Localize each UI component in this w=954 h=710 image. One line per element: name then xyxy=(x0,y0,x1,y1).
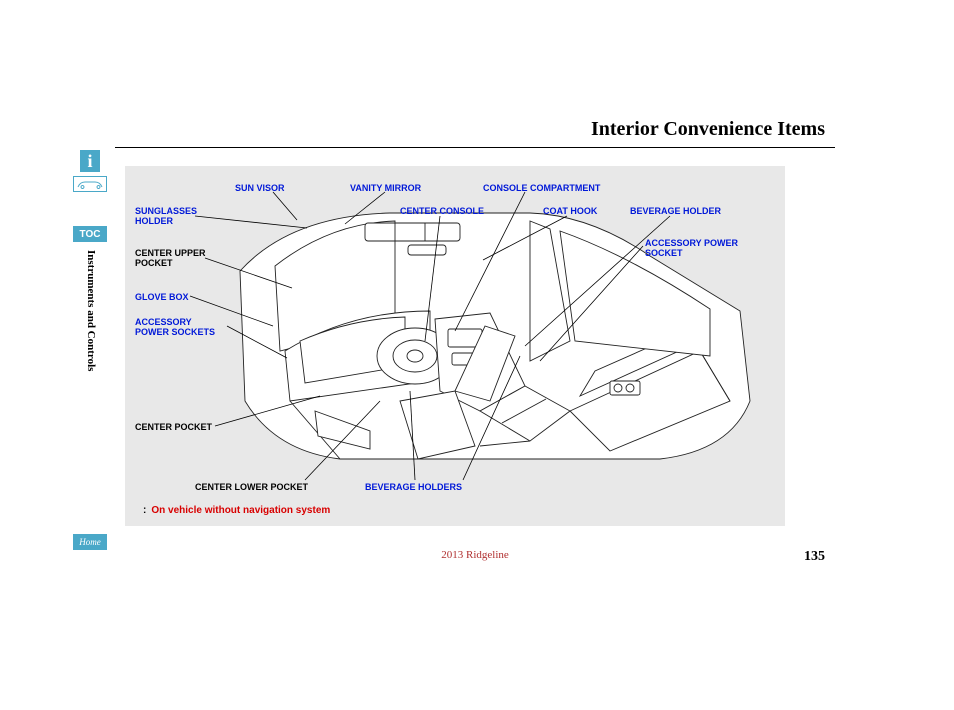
callout-center-upper-pocket: CENTER UPPERPOCKET xyxy=(135,248,206,269)
callout-beverage-holders[interactable]: BEVERAGE HOLDERS xyxy=(365,482,462,492)
sidebar-nav: i TOC Instruments and Controls Home xyxy=(55,100,105,660)
footer-vehicle: 2013 Ridgeline xyxy=(441,549,509,561)
callout-center-console[interactable]: CENTER CONSOLE xyxy=(400,206,484,216)
callout-glove-box[interactable]: GLOVE BOX xyxy=(135,292,189,302)
callout-coat-hook[interactable]: COAT HOOK xyxy=(543,206,597,216)
page-content: Interior Convenience Items xyxy=(115,100,835,526)
page-title: Interior Convenience Items xyxy=(115,100,835,148)
callout-center-pocket: CENTER POCKET xyxy=(135,422,212,432)
callout-accessory-sockets[interactable]: ACCESSORYPOWER SOCKETS xyxy=(135,317,215,338)
callout-vanity-mirror[interactable]: VANITY MIRROR xyxy=(350,183,421,193)
page-number: 135 xyxy=(804,549,825,565)
manual-page: i TOC Instruments and Controls Home Inte… xyxy=(55,100,900,660)
info-icon[interactable]: i xyxy=(80,150,100,172)
toc-button[interactable]: TOC xyxy=(73,226,107,242)
page-footer: 2013 Ridgeline 135 xyxy=(115,549,835,565)
callout-sun-visor[interactable]: SUN VISOR xyxy=(235,183,285,193)
callout-accessory-socket-r[interactable]: ACCESSORY POWERSOCKET xyxy=(645,238,738,259)
vehicle-icon[interactable] xyxy=(73,176,107,192)
callout-center-lower-pocket: CENTER LOWER POCKET xyxy=(195,482,308,492)
callout-console-compartment[interactable]: CONSOLE COMPARTMENT xyxy=(483,183,600,193)
section-label: Instruments and Controls xyxy=(85,250,97,371)
diagram-footnote: : On vehicle without navigation system xyxy=(143,505,330,516)
callout-beverage-holder-r[interactable]: BEVERAGE HOLDER xyxy=(630,206,721,216)
note-text: On vehicle without navigation system xyxy=(151,505,330,516)
callout-sunglasses-holder[interactable]: SUNGLASSESHOLDER xyxy=(135,206,197,227)
home-button[interactable]: Home xyxy=(73,534,107,550)
diagram-area: SUN VISOR VANITY MIRROR CONSOLE COMPARTMEN… xyxy=(125,166,785,526)
